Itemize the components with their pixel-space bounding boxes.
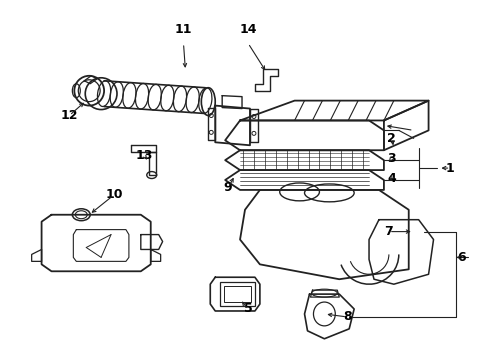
Text: 8: 8: [343, 310, 351, 323]
Text: 3: 3: [388, 152, 396, 165]
Text: 7: 7: [385, 225, 393, 238]
Text: 4: 4: [388, 171, 396, 185]
Text: 1: 1: [446, 162, 455, 175]
Text: 10: 10: [105, 188, 123, 201]
Text: 2: 2: [388, 132, 396, 145]
Bar: [224, 286, 251, 302]
Bar: [220, 282, 255, 306]
Text: 12: 12: [61, 109, 78, 122]
Text: 11: 11: [175, 23, 192, 36]
Text: 9: 9: [224, 181, 232, 194]
Text: 13: 13: [135, 149, 152, 162]
Text: 14: 14: [239, 23, 257, 36]
Text: 6: 6: [457, 251, 465, 264]
Text: 5: 5: [244, 302, 252, 315]
